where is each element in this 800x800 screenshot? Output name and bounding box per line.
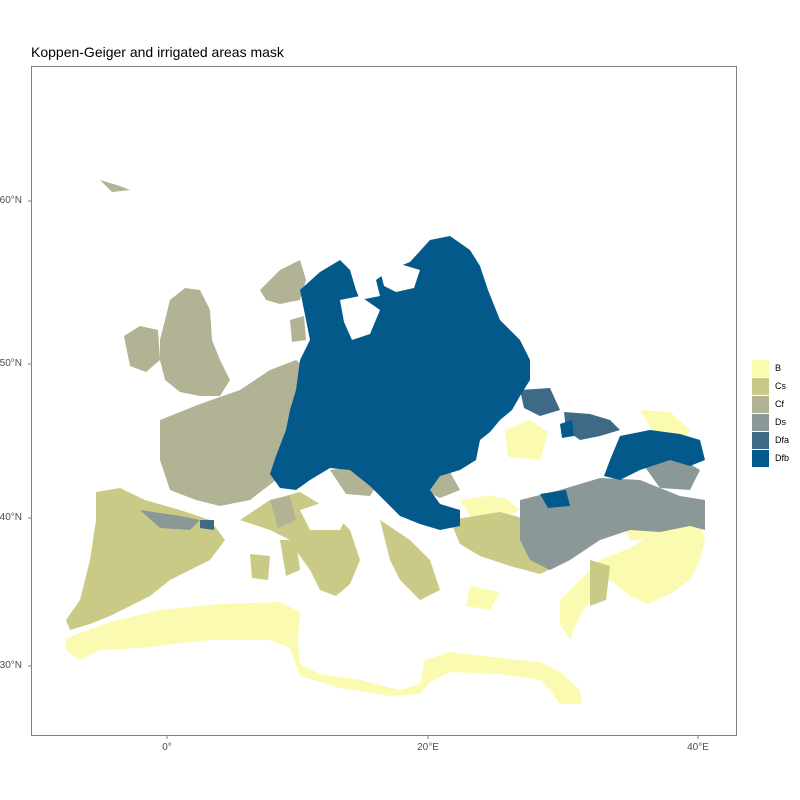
legend-swatch — [752, 359, 769, 377]
x-tick-label-0: 0° — [162, 742, 172, 753]
x-tick-label-20e: 20°E — [417, 742, 439, 753]
axis-ticks — [28, 200, 699, 739]
y-tick-label-40n: 40°N — [0, 512, 22, 523]
legend-label: Dfb — [775, 453, 790, 463]
legend-swatch — [752, 449, 769, 467]
legend-swatch — [752, 413, 769, 431]
legend-item-cs: Cs — [752, 377, 789, 395]
legend-item-ds: Ds — [752, 413, 789, 431]
legend-label: B — [775, 363, 782, 373]
legend-item-dfb: Dfb — [752, 449, 789, 467]
legend-label: Ds — [775, 417, 786, 427]
region-dfa — [200, 388, 620, 530]
legend-item-cf: Cf — [752, 395, 789, 413]
legend-swatch — [752, 431, 769, 449]
legend-swatch — [752, 377, 769, 395]
legend-swatch — [752, 395, 769, 413]
y-tick-label-50n: 50°N — [0, 358, 22, 369]
legend-label: Cs — [775, 381, 786, 391]
region-dfb — [270, 236, 705, 530]
y-tick-label-30n: 30°N — [0, 660, 22, 671]
legend: B Cs Cf Ds Dfa Dfb — [752, 359, 789, 467]
map-title: Koppen-Geiger and irrigated areas mask — [31, 44, 284, 60]
legend-item-b: B — [752, 359, 789, 377]
legend-label: Cf — [775, 399, 784, 409]
y-tick-label-60n: 60°N — [0, 195, 22, 206]
legend-item-dfa: Dfa — [752, 431, 789, 449]
legend-label: Dfa — [775, 435, 790, 445]
water-bodies — [300, 264, 560, 530]
x-tick-label-40e: 40°E — [687, 742, 709, 753]
